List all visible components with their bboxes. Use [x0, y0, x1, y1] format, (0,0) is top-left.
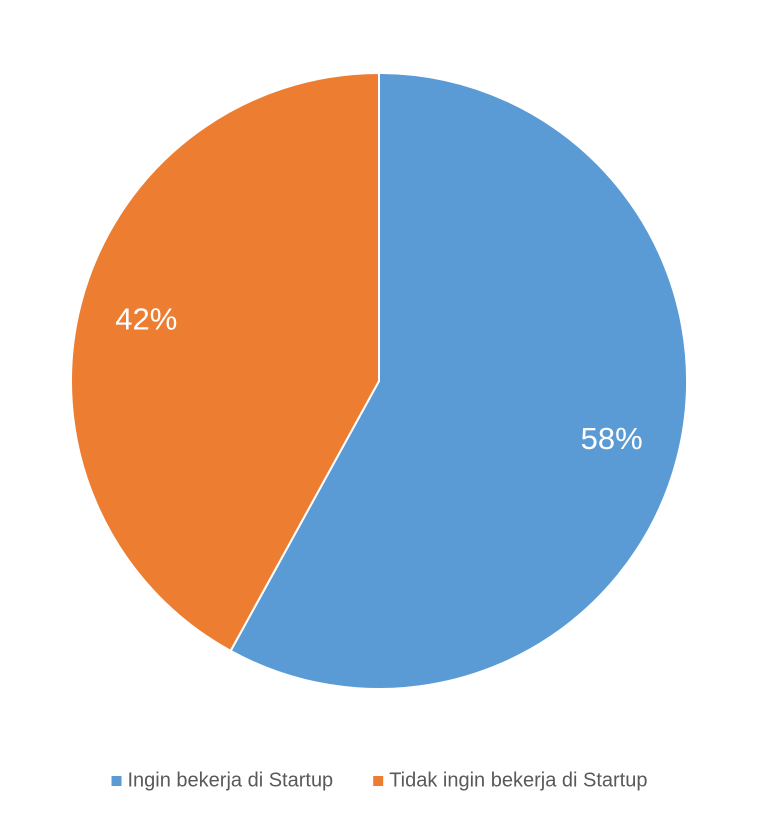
legend-label: Tidak ingin bekerja di Startup	[389, 769, 647, 791]
legend-label: Ingin bekerja di Startup	[128, 769, 334, 791]
legend-marker	[373, 776, 384, 786]
data-label: 42%	[115, 301, 177, 336]
legend-marker	[111, 776, 122, 786]
data-label: 58%	[581, 421, 643, 456]
pie-slice	[229, 71, 688, 690]
pie-slice	[70, 71, 380, 653]
